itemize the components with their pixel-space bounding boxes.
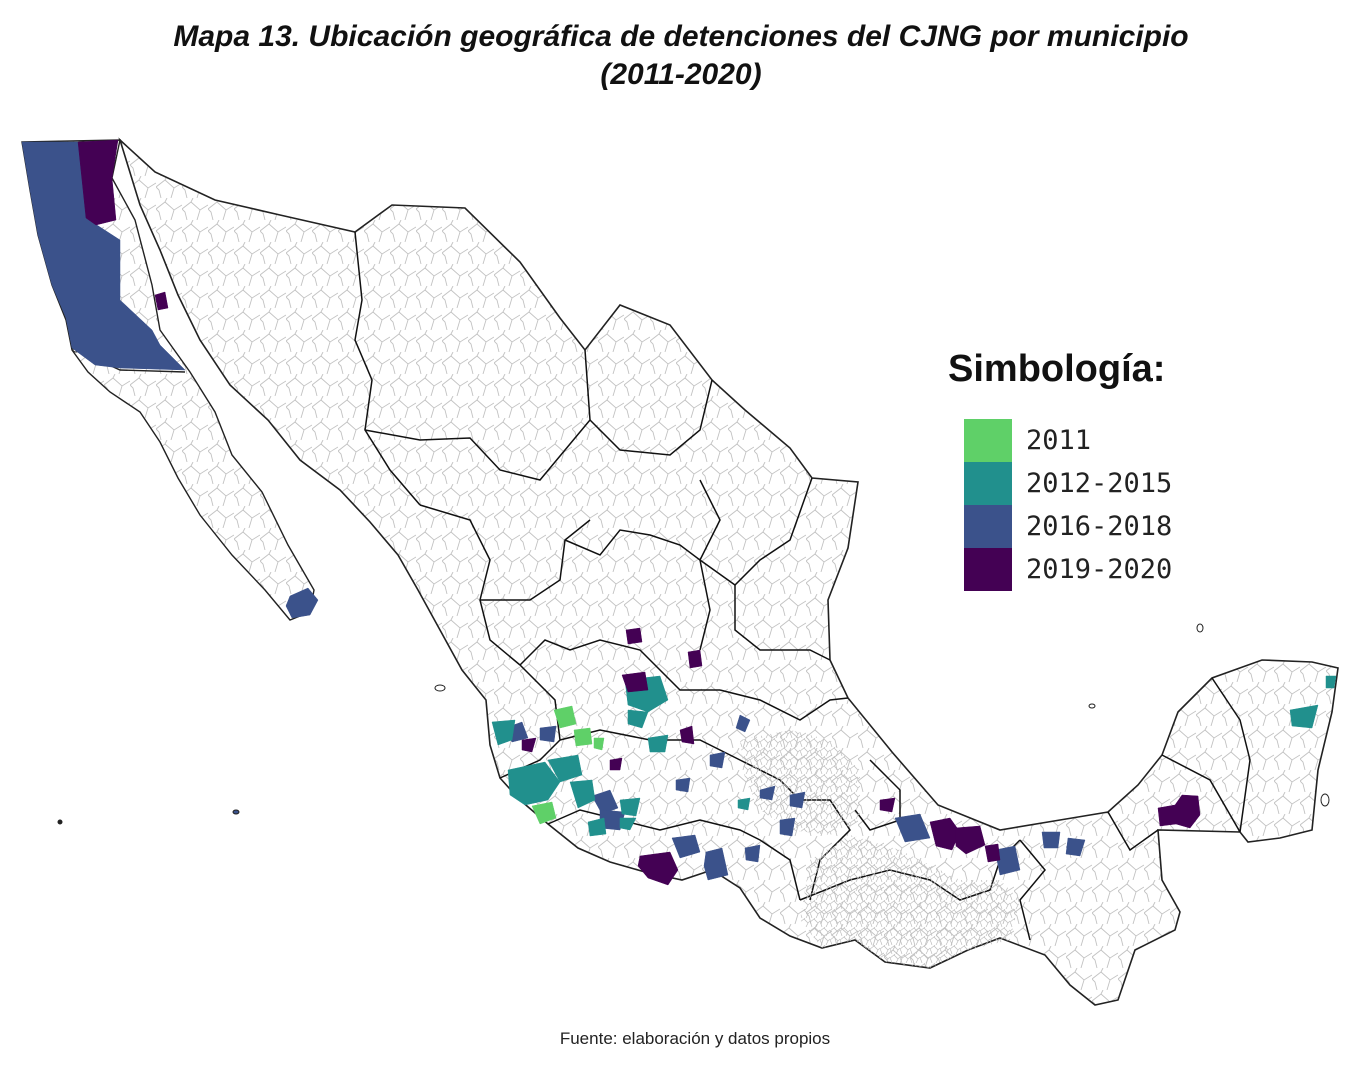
dense-municipal-central <box>740 730 860 835</box>
state-borders <box>354 231 1251 941</box>
legend-item: 2016-2018 <box>964 505 1172 548</box>
legend-swatch <box>964 548 1012 591</box>
source-note: Fuente: elaboración y datos propios <box>559 1029 831 1048</box>
mainland-mexico <box>118 137 1339 1006</box>
map-title-line1: Mapa 13. Ubicación geográfica de detenci… <box>173 20 1189 53</box>
legend-label: 2019-2020 <box>1026 554 1173 585</box>
legend-label: 2012-2015 <box>1026 468 1173 499</box>
map-title: Mapa 13. Ubicación geográfica de detenci… <box>0 18 1362 94</box>
legend-swatch <box>964 419 1012 462</box>
los-cabos-region <box>285 587 319 619</box>
legend-swatch <box>964 505 1012 548</box>
legend-title: Simbología: <box>948 348 1166 390</box>
dense-municipal-region <box>800 835 1020 968</box>
legend-label: 2011 <box>1026 425 1092 456</box>
municipalities-2011 <box>531 705 605 825</box>
legend-item: 2012-2015 <box>964 462 1172 505</box>
map-legend: Simbología: 2011 2012-2015 2016-2018 201… <box>948 348 1172 591</box>
baja-california-east-region <box>77 139 119 226</box>
map-title-line2: (2011-2020) <box>600 58 762 91</box>
baja-california-west-region <box>21 141 186 371</box>
legend-swatch <box>964 462 1012 505</box>
municipalities-2019-2020 <box>77 139 1201 886</box>
mexico-map <box>21 137 1339 1006</box>
legend-item: 2019-2020 <box>964 548 1172 591</box>
legend-item: 2011 <box>964 419 1172 462</box>
legend-label: 2016-2018 <box>1026 511 1173 542</box>
